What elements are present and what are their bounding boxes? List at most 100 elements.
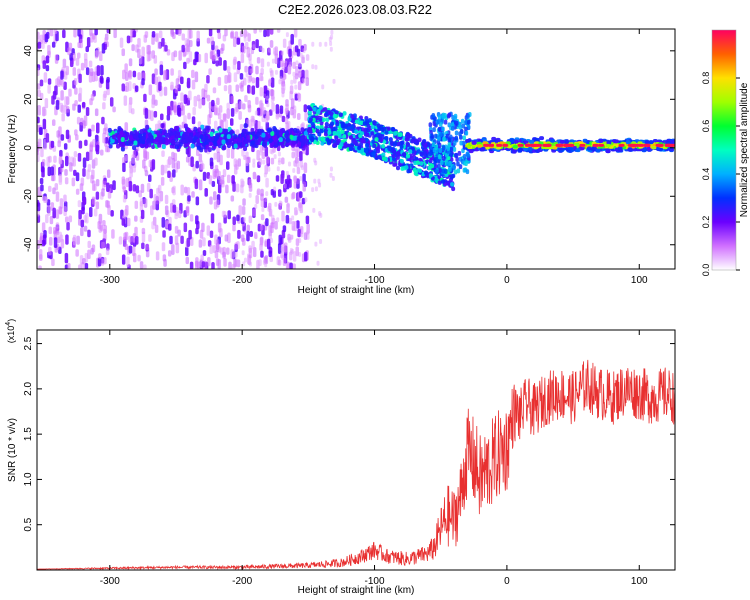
spectrogram-cell: [240, 217, 245, 225]
spectrogram-cell: [87, 128, 92, 137]
spectrogram-cell: [453, 152, 458, 158]
spectrogram-cell: [292, 251, 297, 262]
spectrogram-cell: [157, 120, 161, 132]
spectrogram-cell: [188, 229, 192, 240]
spectrogram-cell: [124, 135, 129, 141]
spectrogram-cell: [166, 49, 171, 56]
spectrogram-cell: [393, 141, 398, 146]
spectrogram-cell: [405, 135, 410, 140]
spectrogram-cell: [260, 198, 265, 208]
spectrogram-cell: [218, 179, 223, 186]
spectrogram-cell: [133, 140, 138, 146]
spectrogram-cell: [432, 127, 436, 133]
spectrogram-cell: [289, 134, 294, 140]
spectrogram-cell: [227, 72, 232, 83]
spectrogram-cell: [102, 93, 107, 101]
spectrogram-cell: [89, 68, 94, 77]
spectrogram-cell: [289, 85, 294, 95]
spectrogram-cell: [154, 99, 158, 106]
spectrogram-cell: [163, 86, 168, 96]
spectrogram-cell: [215, 199, 220, 208]
spectrogram-cell: [177, 107, 182, 117]
spectrogram-cell: [449, 146, 454, 152]
spectrogram-cell: [443, 119, 448, 125]
spectrogram-x-tick-label: -200: [232, 275, 252, 286]
spectrogram-cell: [455, 120, 459, 126]
spectrogram-cell: [191, 116, 196, 125]
spectrogram-cell: [254, 174, 258, 180]
spectrogram-cell: [206, 125, 211, 131]
spectrogram-cell: [77, 152, 82, 162]
spectrogram-cell: [336, 130, 341, 136]
spectrogram-cell: [437, 154, 442, 160]
spectrogram-cell: [141, 78, 145, 86]
spectrogram-cell: [181, 44, 185, 53]
spectrogram-cell: [208, 68, 212, 75]
spectrogram-cell: [167, 129, 172, 135]
spectrogram-cell: [243, 36, 247, 42]
spectrogram-cell: [236, 214, 240, 222]
spectrogram-cell: [183, 115, 187, 124]
spectrogram-cell: [211, 99, 215, 107]
spectrogram-cell: [303, 162, 308, 174]
spectrogram-cell: [559, 139, 565, 144]
spectrogram-cell: [441, 168, 446, 174]
spectrogram-cell: [60, 134, 65, 141]
spectrogram-cell: [173, 105, 177, 113]
spectrogram-cell: [78, 264, 82, 269]
spectrogram-cell: [173, 50, 178, 58]
spectrogram-cell: [291, 215, 295, 221]
spectrogram-cell: [216, 151, 221, 163]
spectrogram-cell: [148, 174, 152, 182]
spectrogram-cell: [248, 247, 253, 259]
spectrogram-cell: [262, 107, 266, 115]
snr-x-tick-label: -300: [100, 576, 120, 587]
spectrogram-cell: [73, 78, 78, 86]
spectrogram-cell: [282, 73, 287, 80]
spectrogram-cell: [264, 196, 268, 202]
spectrogram-cell: [290, 33, 294, 45]
spectrogram-cell: [151, 221, 155, 230]
spectrogram-cell: [335, 122, 340, 127]
spectrogram-cell: [282, 83, 286, 91]
spectrogram-cell: [280, 59, 284, 67]
spectrogram-cell: [251, 115, 255, 121]
spectrogram-cell: [185, 256, 190, 265]
spectrogram-cell: [295, 238, 300, 247]
spectrogram-cell: [270, 77, 275, 88]
spectrogram-cell: [633, 143, 640, 147]
spectrogram-cell: [246, 119, 250, 125]
spectrogram-cell: [151, 50, 156, 59]
spectrogram-cell: [128, 136, 133, 142]
spectrogram-cell: [299, 160, 304, 168]
spectrogram-cell: [96, 122, 100, 134]
spectrogram-cell: [586, 146, 592, 151]
spectrogram-cell: [300, 45, 305, 53]
spectrogram-cell: [66, 221, 70, 231]
snr-series-line: [37, 359, 675, 570]
spectrogram-cell: [54, 54, 59, 64]
spectrogram-cell: [213, 141, 218, 147]
spectrogram-cell: [222, 145, 227, 151]
spectrogram-cell: [644, 143, 651, 147]
spectrogram-cell: [171, 244, 175, 256]
spectrogram-cell: [69, 162, 73, 172]
spectrogram-cell: [232, 63, 237, 70]
spectrogram-cell: [186, 237, 191, 247]
spectrogram-cell: [644, 140, 650, 145]
spectrogram-cell: [106, 182, 110, 192]
spectrogram-cell: [190, 143, 195, 149]
spectrogram-cell: [300, 76, 304, 83]
spectrogram-cell: [270, 69, 274, 78]
snr-y-multiplier-close: ): [6, 319, 16, 322]
spectrogram-cell: [226, 174, 231, 184]
spectrogram-cell: [284, 107, 289, 115]
spectrogram-cell: [37, 210, 40, 217]
spectrogram-cell: [567, 146, 573, 151]
spectrogram-cell: [203, 89, 208, 99]
spectrogram-cell: [103, 180, 107, 188]
spectrogram-cell: [195, 257, 199, 267]
spectrogram-cell: [277, 160, 281, 166]
spectrogram-cell: [301, 54, 305, 60]
spectrogram-cell: [40, 184, 44, 192]
